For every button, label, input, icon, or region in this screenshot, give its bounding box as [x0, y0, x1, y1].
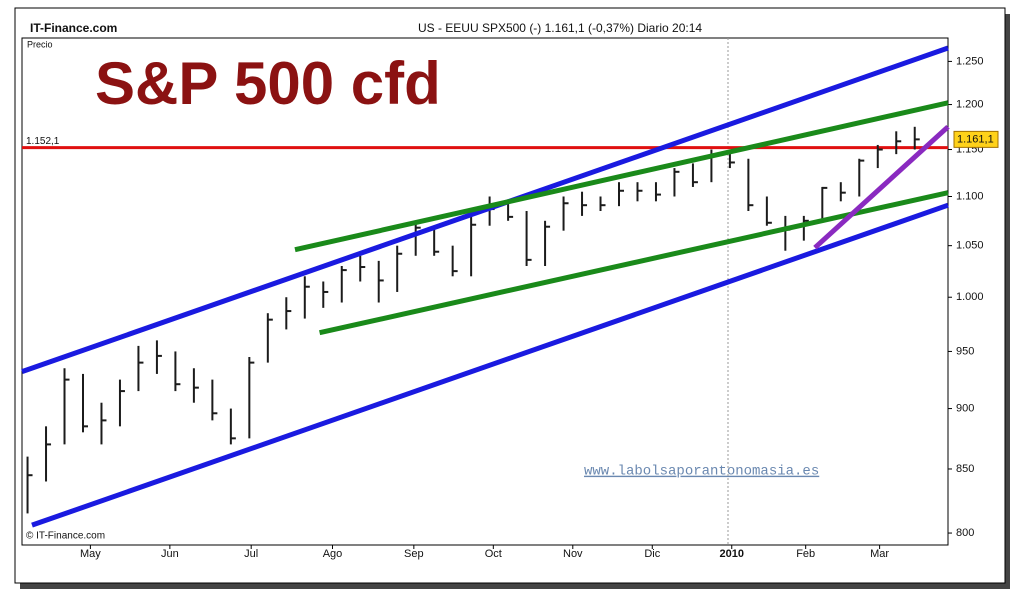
copyright: © IT-Finance.com — [26, 531, 105, 542]
x-tick-label: Jul — [244, 548, 258, 560]
site-name: IT-Finance.com — [30, 21, 117, 35]
x-tick-label: Dic — [644, 548, 660, 560]
y-tick-label: 850 — [956, 463, 974, 475]
trend-line — [319, 190, 949, 336]
y-tick-label: 900 — [956, 402, 974, 414]
chart-title: S&P 500 cfd — [95, 50, 441, 117]
y-tick-label: 1.000 — [956, 291, 984, 303]
watermark: www.labolsaporantonomasia.es — [584, 464, 819, 480]
y-tick-label: 800 — [956, 527, 974, 539]
x-tick-label: Jun — [161, 548, 179, 560]
x-tick-label: Feb — [796, 548, 815, 560]
trend-line — [813, 124, 950, 250]
y-tick-label: 1.200 — [956, 98, 984, 110]
plot-area — [21, 37, 949, 546]
header: US - EEUU SPX500 (-) 1.161,1 (-0,37%) Di… — [418, 21, 702, 35]
x-tick-label: Ago — [323, 548, 343, 560]
x-tick-label: 2010 — [720, 548, 744, 560]
y-tick-label: 1.100 — [956, 190, 984, 202]
y-tick-label: 1.050 — [956, 240, 984, 252]
x-tick-label: Oct — [485, 548, 502, 560]
x-tick-label: Nov — [563, 548, 583, 560]
trend-line — [31, 202, 949, 528]
level-label: 1.152,1 — [26, 136, 60, 147]
trend-line — [294, 100, 949, 253]
last-price-label: 1.161,1 — [957, 133, 994, 145]
y-tick-label: 1.250 — [956, 55, 984, 67]
x-tick-label: Mar — [870, 548, 889, 560]
y-tick-label: 950 — [956, 345, 974, 357]
last-price-box — [953, 130, 999, 148]
x-tick-label: Sep — [404, 548, 424, 560]
x-tick-label: May — [80, 548, 101, 560]
trend-line — [21, 45, 949, 375]
y-label: Precio — [27, 39, 53, 49]
